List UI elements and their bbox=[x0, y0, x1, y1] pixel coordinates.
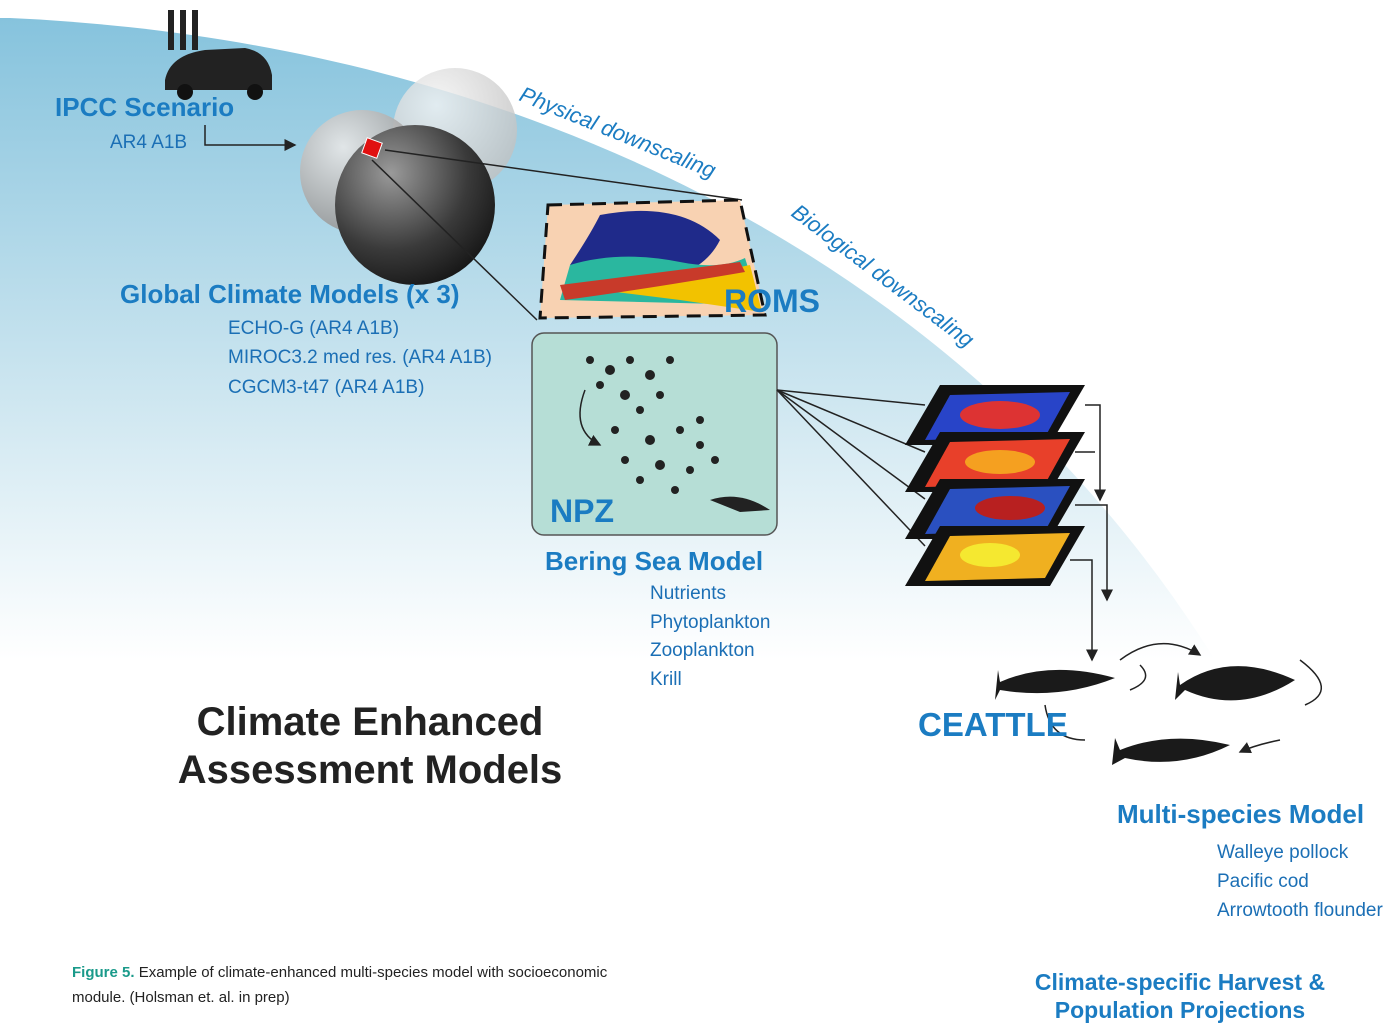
arrow bbox=[204, 125, 297, 151]
roms-map bbox=[538, 198, 767, 320]
bering-title: Bering Sea Model bbox=[545, 546, 763, 576]
species: Walleye pollock bbox=[1217, 842, 1349, 863]
fish-arrows bbox=[1044, 643, 1323, 753]
bering-item: Krill bbox=[650, 669, 682, 690]
region-marker bbox=[361, 137, 383, 159]
ipcc-subtitle: AR4 A1B bbox=[110, 132, 187, 153]
npz-box bbox=[531, 332, 778, 536]
global-model: ECHO-G (AR4 A1B) bbox=[228, 318, 399, 339]
connector bbox=[384, 149, 743, 201]
roms-label: ROMS bbox=[724, 283, 820, 319]
species: Pacific cod bbox=[1217, 871, 1309, 892]
globe bbox=[335, 125, 495, 285]
global-model: CGCM3-t47 (AR4 A1B) bbox=[228, 377, 424, 398]
map-connectors bbox=[776, 389, 926, 547]
caption-label: Figure 5. bbox=[72, 964, 135, 981]
bering-item: Phytoplankton bbox=[650, 612, 770, 633]
fish-icons bbox=[995, 666, 1295, 765]
bering-item: Nutrients bbox=[650, 583, 726, 604]
car-icon bbox=[165, 10, 272, 100]
global-models-title: Global Climate Models (x 3) bbox=[120, 279, 460, 309]
projections: Population Projections bbox=[1055, 997, 1305, 1023]
map-arrows bbox=[1070, 404, 1113, 662]
multispecies-title: Multi-species Model bbox=[1117, 799, 1364, 829]
main-title: Assessment Models bbox=[178, 748, 563, 792]
arrow bbox=[579, 389, 602, 446]
caption: module. (Holsman et. al. in prep) bbox=[72, 989, 290, 1006]
global-model: MIROC3.2 med res. (AR4 A1B) bbox=[228, 347, 492, 368]
plankton-icons bbox=[586, 356, 770, 512]
npz-label: NPZ bbox=[550, 493, 614, 529]
connector bbox=[371, 159, 538, 321]
caption-text: Example of climate-enhanced multi-specie… bbox=[139, 964, 608, 981]
projections: Climate-specific Harvest & bbox=[1035, 969, 1325, 995]
species: Arrowtooth flounder bbox=[1217, 900, 1383, 921]
ceattle-label: CEATTLE bbox=[918, 706, 1068, 743]
ipcc-title: IPCC Scenario bbox=[55, 92, 234, 122]
main-title: Climate Enhanced bbox=[197, 700, 544, 744]
caption: Figure 5. Example of climate-enhanced mu… bbox=[72, 964, 608, 981]
bering-item: Zooplankton bbox=[650, 640, 755, 661]
map-stack bbox=[905, 385, 1085, 586]
